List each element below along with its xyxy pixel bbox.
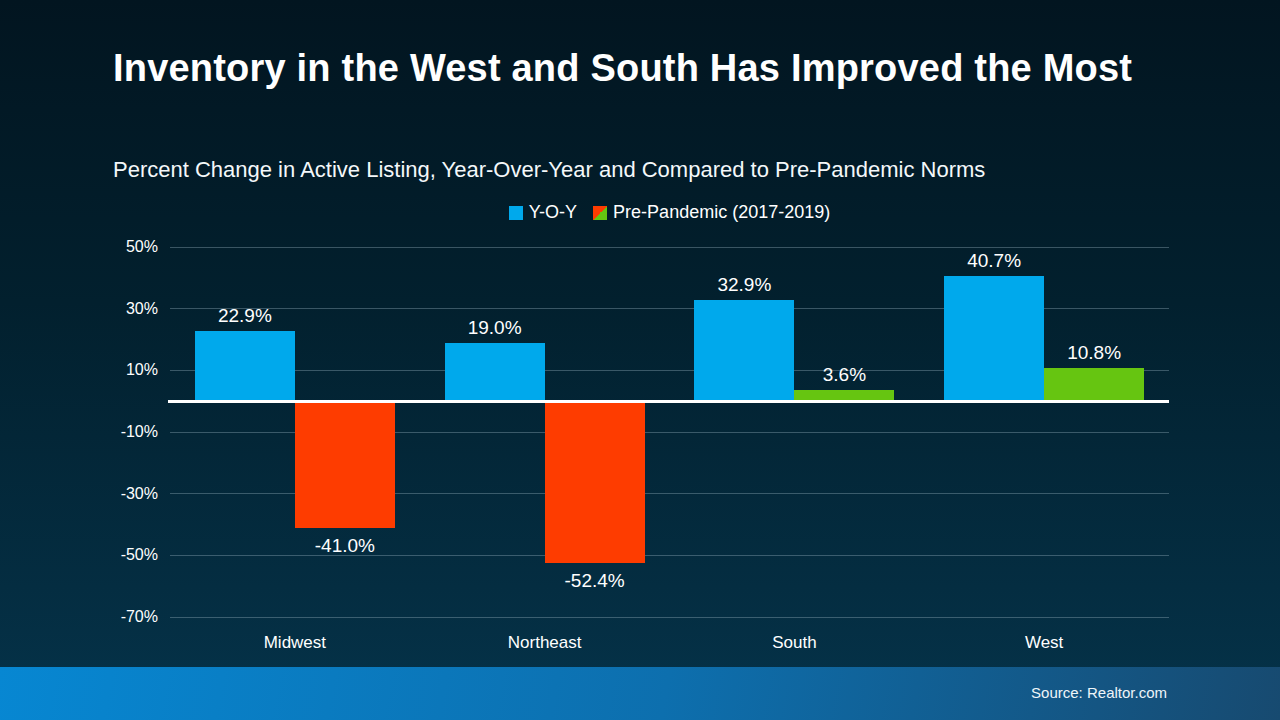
- bar-value-label: 10.8%: [1034, 342, 1154, 364]
- y-axis-tick-label: -10%: [88, 423, 158, 441]
- legend-label-yoy: Y-O-Y: [529, 202, 577, 223]
- y-axis-tick-label: 50%: [88, 238, 158, 256]
- chart-subtitle: Percent Change in Active Listing, Year-O…: [113, 157, 1173, 183]
- slide: Inventory in the West and South Has Impr…: [0, 0, 1280, 720]
- bar-west-pre-pandemic: [1044, 368, 1144, 401]
- bar-value-label: 40.7%: [934, 250, 1054, 272]
- bar-value-label: 19.0%: [435, 317, 555, 339]
- bar-value-label: 32.9%: [684, 274, 804, 296]
- bar-midwest-pre-pandemic: [295, 401, 395, 527]
- bar-south-yoy: [694, 300, 794, 401]
- y-axis-tick-label: -50%: [88, 546, 158, 564]
- bar-midwest-yoy: [195, 331, 295, 402]
- legend-item-pre-pandemic: Pre-Pandemic (2017-2019): [593, 202, 830, 223]
- y-axis-tick-label: -30%: [88, 485, 158, 503]
- x-axis-label-south: South: [772, 633, 816, 653]
- legend: Y-O-Y Pre-Pandemic (2017-2019): [170, 202, 1169, 223]
- bar-west-yoy: [944, 276, 1044, 401]
- bar-value-label: -52.4%: [535, 570, 655, 592]
- bar-northeast-pre-pandemic: [545, 401, 645, 563]
- gridline: [170, 247, 1169, 248]
- x-axis-label-midwest: Midwest: [264, 633, 326, 653]
- y-axis-tick-label: -70%: [88, 608, 158, 626]
- bar-value-label: 22.9%: [185, 305, 305, 327]
- chart-title: Inventory in the West and South Has Impr…: [113, 44, 1133, 92]
- legend-label-pre-pandemic: Pre-Pandemic (2017-2019): [613, 202, 830, 223]
- legend-item-yoy: Y-O-Y: [509, 202, 577, 223]
- y-axis-tick-label: 10%: [88, 361, 158, 379]
- plot-area: 22.9% -41.0% 19.0% -52.4% 32.9% 3.6% 40.7% 10.8…: [170, 247, 1169, 617]
- legend-swatch-yoy-icon: [509, 206, 523, 220]
- bar-value-label: -41.0%: [285, 535, 405, 557]
- y-axis-tick-label: 30%: [88, 300, 158, 318]
- bar-value-label: 3.6%: [784, 364, 904, 386]
- x-axis-label-northeast: Northeast: [508, 633, 582, 653]
- source-text: Source: Realtor.com: [1031, 684, 1167, 701]
- gridline: [170, 617, 1169, 618]
- zero-axis-line: [168, 400, 1169, 403]
- x-axis-label-west: West: [1025, 633, 1063, 653]
- bar-northeast-yoy: [445, 343, 545, 402]
- legend-swatch-pre-pandemic-icon: [593, 206, 607, 220]
- footer-bar: Source: Realtor.com: [0, 667, 1280, 720]
